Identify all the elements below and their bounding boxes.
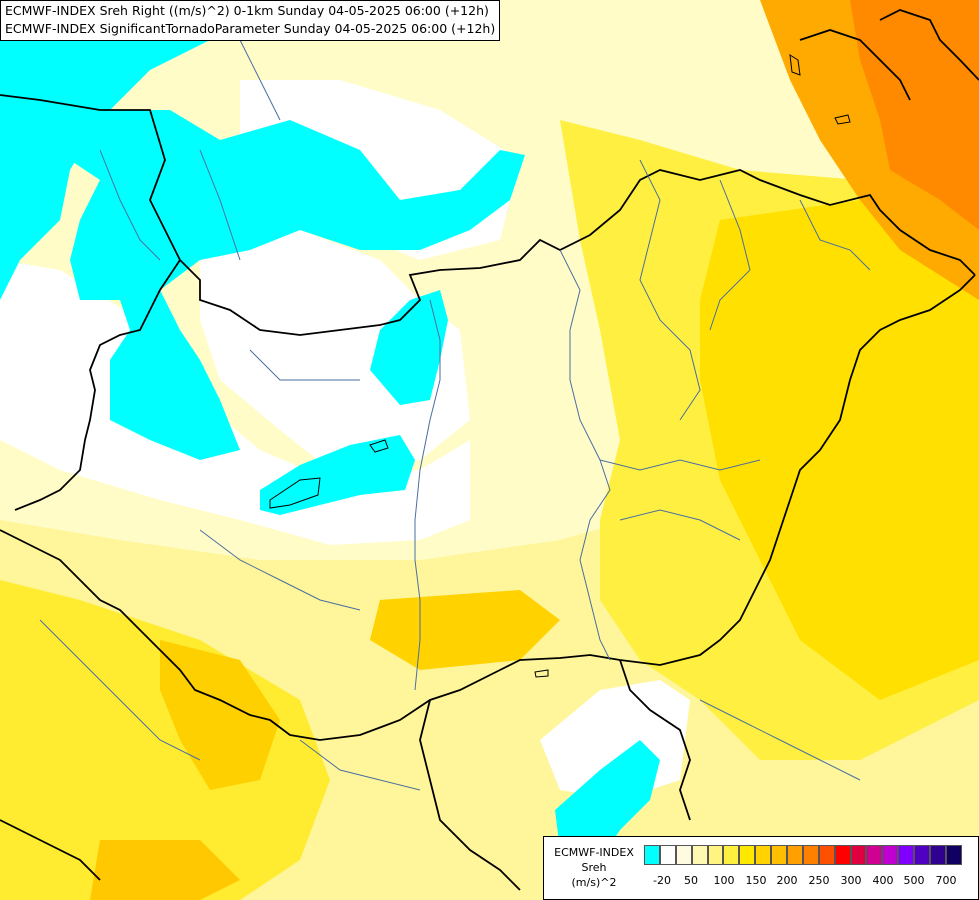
legend-swatch bbox=[644, 845, 660, 865]
legend-tick-label: 100 bbox=[713, 874, 735, 887]
legend-swatch bbox=[850, 845, 867, 865]
field-gold-south-center bbox=[370, 590, 560, 670]
legend-swatch bbox=[659, 845, 676, 865]
legend-color-bar bbox=[644, 845, 962, 865]
legend-swatch bbox=[787, 845, 803, 865]
legend-swatch bbox=[818, 845, 835, 865]
legend-tick-label: 150 bbox=[745, 874, 767, 887]
field-cyan-west-small bbox=[0, 70, 20, 130]
legend-swatch bbox=[755, 845, 772, 865]
title-line-stp: ECMWF-INDEX SignificantTornadoParameter … bbox=[5, 21, 496, 36]
field-white-west bbox=[0, 260, 470, 545]
legend-ticks: -20 50 100 150 200 250 300 400 500 700 bbox=[644, 874, 974, 890]
field-gold-east bbox=[700, 200, 979, 700]
legend-tick-label: 300 bbox=[840, 874, 862, 887]
legend-title-unit: (m/s)^2 bbox=[571, 876, 617, 889]
legend-swatch bbox=[707, 845, 724, 865]
legend-swatch bbox=[739, 845, 756, 865]
legend-swatch bbox=[675, 845, 692, 865]
field-cyan-lake bbox=[370, 290, 448, 405]
legend-tick-label: 700 bbox=[935, 874, 957, 887]
legend-title-variable: Sreh bbox=[581, 861, 607, 874]
lake-outlines bbox=[269, 54, 851, 678]
legend-tick-label: 200 bbox=[776, 874, 798, 887]
legend-title: ECMWF-INDEX Sreh (m/s)^2 bbox=[548, 845, 640, 890]
legend-swatch bbox=[866, 845, 883, 865]
legend-tick-label: 250 bbox=[808, 874, 830, 887]
field-cyan-balaton bbox=[260, 435, 415, 515]
legend-tick-label: 400 bbox=[872, 874, 894, 887]
legend-swatch bbox=[723, 845, 740, 865]
legend-swatch bbox=[834, 845, 851, 865]
field-cyan-north bbox=[70, 110, 525, 460]
legend-swatch bbox=[898, 845, 915, 865]
legend-swatch bbox=[882, 845, 899, 865]
legend-title-source: ECMWF-INDEX bbox=[554, 846, 634, 859]
legend-swatch bbox=[802, 845, 819, 865]
field-dark-orange-northeast bbox=[850, 0, 979, 230]
legend-swatch bbox=[691, 845, 708, 865]
colorbar-legend: ECMWF-INDEX Sreh (m/s)^2 -20 50 100 150 200 2… bbox=[543, 836, 979, 900]
rivers bbox=[39, 39, 871, 791]
legend-swatch bbox=[771, 845, 788, 865]
legend-tick-label: 50 bbox=[684, 874, 698, 887]
field-gold-southwest-2 bbox=[90, 840, 240, 900]
map-title-box: ECMWF-INDEX Sreh Right ((m/s)^2) 0-1km S… bbox=[0, 0, 501, 41]
title-line-sreh: ECMWF-INDEX Sreh Right ((m/s)^2) 0-1km S… bbox=[5, 3, 489, 18]
legend-swatch bbox=[945, 845, 962, 865]
field-yellow-southwest bbox=[0, 580, 330, 900]
field-cyan-northwest bbox=[0, 0, 240, 300]
field-white-central bbox=[200, 230, 470, 470]
legend-swatch bbox=[914, 845, 931, 865]
legend-tick-label: 500 bbox=[903, 874, 925, 887]
field-gold-southwest bbox=[160, 640, 280, 790]
legend-swatch bbox=[930, 845, 946, 865]
legend-tick-label: -20 bbox=[653, 874, 671, 887]
country-borders bbox=[0, 9, 979, 891]
